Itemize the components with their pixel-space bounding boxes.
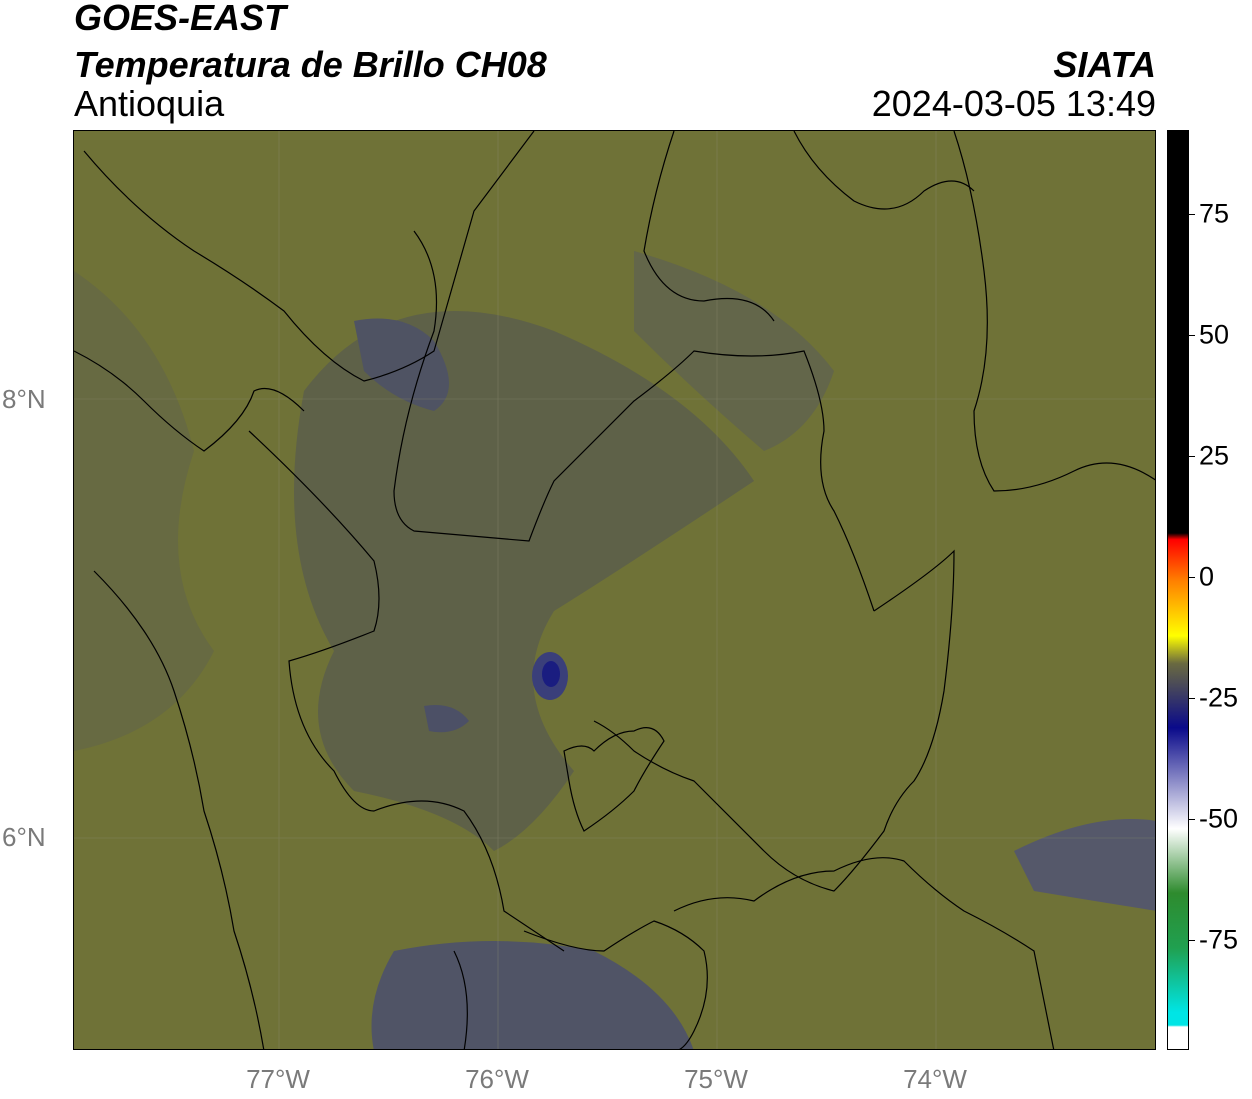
department-border xyxy=(793,131,975,210)
eastern-cold-region xyxy=(1014,819,1155,911)
international-border xyxy=(953,131,1155,492)
boundaries xyxy=(74,131,1155,1049)
product-title: Temperatura de Brillo CH08 xyxy=(74,44,547,85)
department-border xyxy=(673,857,1055,1049)
department-border xyxy=(593,549,955,892)
colorbar-tick xyxy=(1189,819,1195,820)
colorbar-label-50: 50 xyxy=(1199,319,1230,350)
lat-label-6n: 6°N xyxy=(2,822,46,852)
coldest-cloud-core xyxy=(542,661,560,687)
colorbar xyxy=(1167,130,1189,1050)
colorbar-tick xyxy=(1189,214,1195,215)
southern-cold-region xyxy=(371,941,694,1049)
department-border xyxy=(523,920,708,1049)
western-region xyxy=(74,271,214,751)
colorbar-label-0: 0 xyxy=(1199,561,1215,592)
timestamp-label: 2024-03-05 13:49 xyxy=(871,83,1156,124)
organization-label: SIATA xyxy=(1053,44,1156,85)
coastline xyxy=(74,350,305,452)
cold-patch xyxy=(424,705,469,733)
cold-patch xyxy=(354,318,449,411)
lon-label-74w: 74°W xyxy=(903,1064,967,1094)
region-label: Antioquia xyxy=(74,83,225,124)
satellite-title: GOES-EAST xyxy=(74,0,287,38)
colorbar-label-minus25: -25 xyxy=(1199,682,1239,713)
cool-cloud-region xyxy=(294,311,754,851)
colorbar-tick xyxy=(1189,940,1195,941)
lon-label-77w: 77°W xyxy=(246,1064,310,1094)
cool-cloud-region-north xyxy=(634,251,834,451)
municipal-border xyxy=(563,727,665,832)
coastline xyxy=(83,131,535,382)
department-border xyxy=(248,430,565,952)
colorbar-label-25: 25 xyxy=(1199,440,1230,471)
map-canvas xyxy=(74,131,1155,1049)
colorbar-tick xyxy=(1189,577,1195,578)
map-background xyxy=(74,131,1155,1049)
colorbar-tick xyxy=(1189,456,1195,457)
department-border xyxy=(393,230,875,612)
colorbar-label-minus75: -75 xyxy=(1199,924,1239,955)
lon-label-76w: 76°W xyxy=(465,1064,529,1094)
colorbar-label-minus50: -50 xyxy=(1199,803,1239,834)
department-border xyxy=(643,131,775,322)
brightness-temperature-map xyxy=(73,130,1156,1050)
lon-label-75w: 75°W xyxy=(684,1064,748,1094)
colorbar-tick xyxy=(1189,335,1195,336)
colorbar-tick xyxy=(1189,698,1195,699)
international-border xyxy=(93,570,265,1049)
lat-label-8n: 8°N xyxy=(2,384,46,414)
department-border xyxy=(453,950,468,1049)
colorbar-label-75: 75 xyxy=(1199,198,1230,229)
